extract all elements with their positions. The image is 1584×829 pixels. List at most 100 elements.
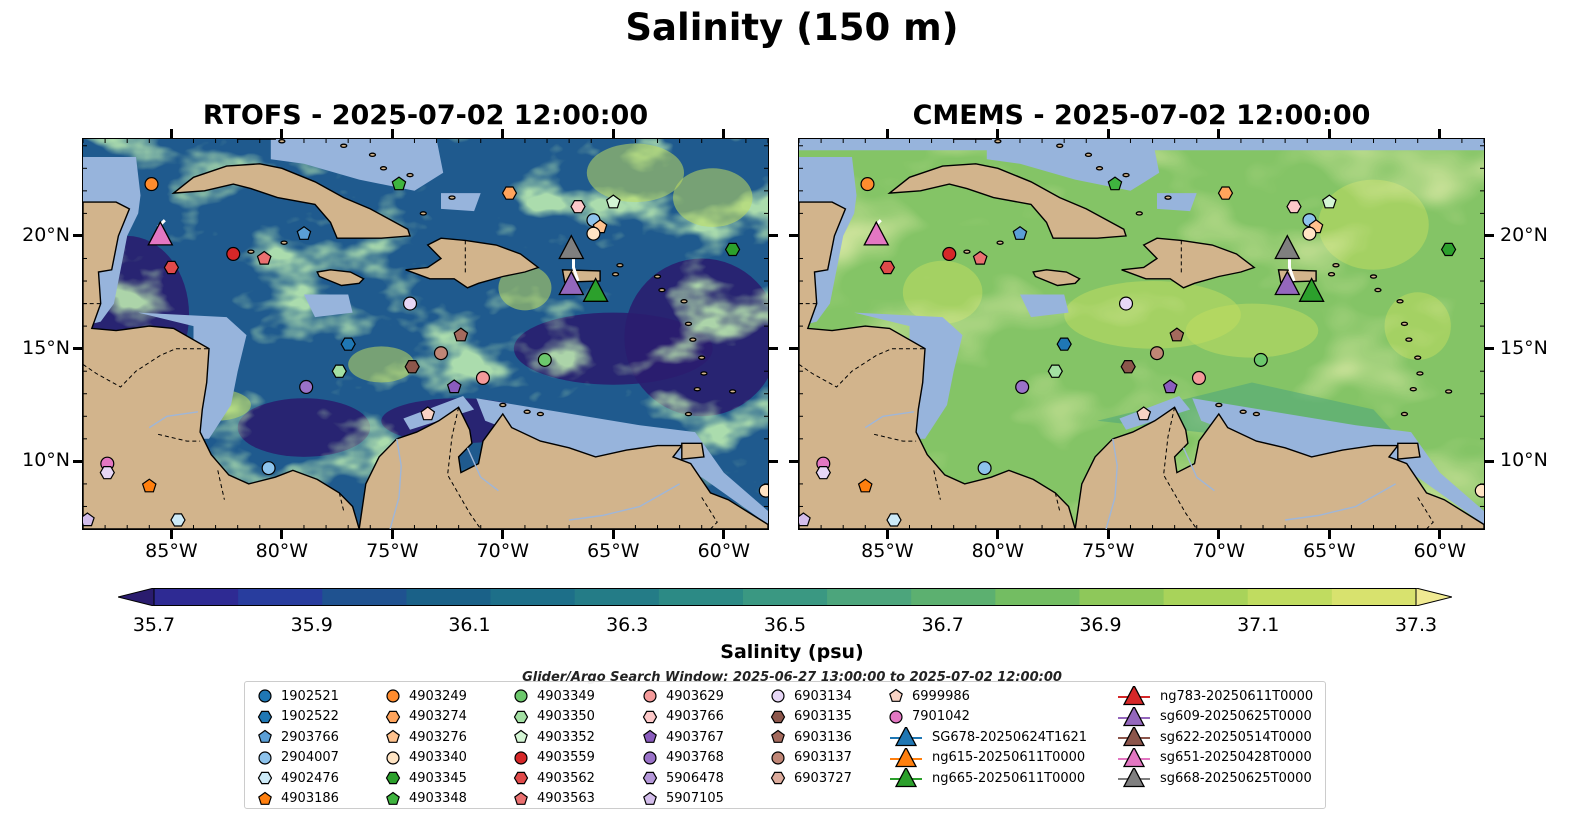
legend-label: 4903274 <box>409 709 467 724</box>
legend-glider-marker <box>1122 727 1146 747</box>
legend-float-marker <box>514 791 528 805</box>
argo-float-marker <box>83 512 95 527</box>
argo-float-marker <box>570 199 586 214</box>
pentagon-marker-icon <box>771 729 785 743</box>
legend-glider-marker <box>894 768 918 788</box>
major-tick <box>1217 129 1221 138</box>
hexagon-marker-icon <box>513 771 529 785</box>
country-border <box>338 492 345 512</box>
land-central_america <box>799 201 1076 529</box>
colorbar-segment <box>827 588 912 606</box>
country-border <box>701 497 718 529</box>
argo-float-marker <box>170 513 186 527</box>
major-tick <box>1438 129 1442 138</box>
argo-float-marker <box>1286 199 1302 214</box>
river <box>864 411 915 429</box>
legend-item: 4903766 <box>642 707 724 727</box>
pentagon-marker-icon <box>889 688 903 702</box>
legend-item: ng783-20250611T0000 <box>1116 686 1313 706</box>
legend-item: 6903135 <box>770 707 852 727</box>
argo-float-marker <box>1217 186 1234 200</box>
island <box>499 402 507 408</box>
y-tick-label: 10°N <box>1500 449 1548 472</box>
argo-float-marker <box>1302 226 1317 241</box>
argo-float-marker <box>972 250 988 265</box>
legend-item: 2903766 <box>257 727 339 747</box>
major-tick <box>1485 234 1494 238</box>
major-tick <box>73 459 82 463</box>
legend-float-marker <box>771 750 785 765</box>
argo-float-marker <box>453 327 469 342</box>
island <box>1252 411 1261 417</box>
argo-float-marker <box>501 186 518 200</box>
legend-float-marker <box>514 750 528 765</box>
legend-label: sg668-20250625T0000 <box>1160 770 1312 786</box>
legend-label: ng615-20250611T0000 <box>932 750 1086 765</box>
legend-float-marker <box>643 750 657 765</box>
island <box>1414 355 1422 360</box>
island <box>1239 409 1247 415</box>
legend-label: 1902522 <box>281 709 339 724</box>
colorbar-tick-label: 37.1 <box>1237 614 1280 636</box>
legend-item: sg622-20250514T0000 <box>1116 727 1312 747</box>
major-tick <box>722 129 726 138</box>
major-tick <box>996 530 1000 539</box>
circle-marker-icon <box>386 689 400 703</box>
argo-float-marker <box>446 379 462 394</box>
country-border <box>1417 497 1434 529</box>
island <box>1095 166 1104 171</box>
legend-item: 4903349 <box>513 686 595 706</box>
country-border <box>217 470 225 500</box>
glider-marker <box>1298 277 1325 302</box>
argo-float-marker <box>586 226 601 241</box>
legend-item: 4902476 <box>257 768 339 788</box>
legend-label: 6903136 <box>794 729 852 745</box>
glider-marker <box>558 270 585 296</box>
legend-label: 4903562 <box>537 770 595 786</box>
river <box>1182 447 1215 492</box>
river <box>569 483 680 521</box>
island <box>611 272 620 277</box>
river <box>389 438 402 529</box>
pentagon-marker-icon <box>386 729 400 743</box>
legend-label: 4903340 <box>409 750 467 765</box>
major-tick <box>1485 347 1494 351</box>
argo-float-marker <box>886 513 902 527</box>
x-tick-label: 85°W <box>145 540 198 562</box>
island <box>1400 321 1409 327</box>
legend-float-marker <box>514 729 528 743</box>
legend-float-marker <box>385 710 401 723</box>
glider-marker <box>1274 234 1301 260</box>
argo-float-marker <box>1440 242 1457 257</box>
major-tick <box>611 129 615 138</box>
glider-track <box>1288 258 1296 282</box>
right-panel-title: CMEMS - 2025-07-02 12:00:00 <box>912 100 1371 131</box>
legend-label: 4903563 <box>537 791 595 806</box>
argo-float-marker <box>860 177 875 192</box>
major-tick <box>1438 530 1442 539</box>
legend-float-marker <box>386 729 400 743</box>
island <box>536 411 545 417</box>
island <box>728 389 737 394</box>
colorbar-frame <box>153 588 1417 606</box>
high-salinity-patch <box>348 346 415 383</box>
legend-label: 4903349 <box>537 688 595 704</box>
colorbar-segment <box>995 588 1080 606</box>
colorbar-label: Salinity (psu) <box>720 641 864 663</box>
y-tick-label: 10°N <box>22 449 70 472</box>
colorbar-tick-label: 36.1 <box>448 614 491 636</box>
land-south_america <box>358 406 768 529</box>
argo-float-marker <box>537 352 552 367</box>
shelf-nicaragua <box>854 312 963 439</box>
island <box>419 211 427 216</box>
colorbar-segment <box>574 588 660 606</box>
legend-float-marker <box>514 689 528 703</box>
argo-float-marker <box>296 225 312 240</box>
legend-label: 4903559 <box>537 750 595 765</box>
island <box>340 143 348 149</box>
island <box>1164 195 1172 200</box>
y-tick-label: 15°N <box>1500 336 1548 359</box>
legend-item: sg609-20250625T0000 <box>1116 706 1312 727</box>
legend-item: sg668-20250625T0000 <box>1116 768 1312 788</box>
colorbar-segment <box>742 588 828 606</box>
